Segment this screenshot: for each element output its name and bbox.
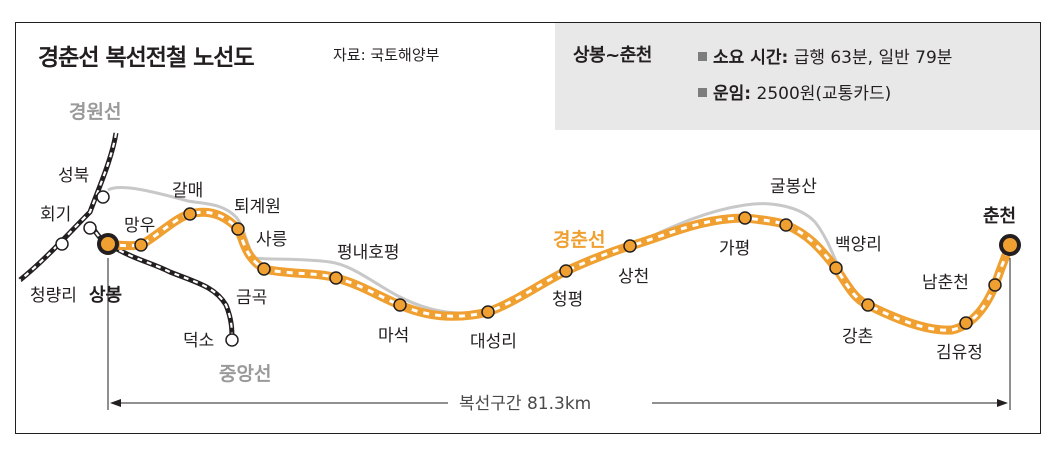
distance-label: 복선구간 81.3km xyxy=(459,394,591,414)
map-frame xyxy=(15,22,1041,434)
travel-time-value: 급행 63분, 일반 79분 xyxy=(793,48,953,68)
station-label-mangu: 망우 xyxy=(124,216,155,236)
station-marker-chuncheon[interactable] xyxy=(999,234,1021,256)
station-label-cheongnyangni: 청량리 xyxy=(30,286,77,306)
gyeongwon-line xyxy=(18,132,119,282)
station-label-sangbong: 상봉 xyxy=(89,285,122,306)
station-marker-sangcheon[interactable] xyxy=(623,239,637,253)
station-marker-sangbong[interactable] xyxy=(97,233,119,255)
station-label-geumgok: 금곡 xyxy=(236,288,267,308)
distance-arrow xyxy=(107,258,1011,410)
station-label-chuncheon: 춘천 xyxy=(983,206,1016,227)
station-marker-seongbuk[interactable] xyxy=(96,190,110,204)
station-marker-galmae[interactable] xyxy=(183,207,197,221)
station-label-daeseongni: 대성리 xyxy=(470,332,517,352)
travel-time-label: 소요 시간: xyxy=(713,48,789,68)
station-label-seongbuk: 성북 xyxy=(58,166,89,186)
station-marker-cheongnyangni[interactable] xyxy=(55,237,69,251)
line-label-jungang: 중앙선 xyxy=(219,363,271,385)
fare-label: 운임: xyxy=(713,84,752,104)
station-marker-baegyangni[interactable] xyxy=(829,261,843,275)
station-marker-hoegi[interactable] xyxy=(83,221,97,235)
station-label-toegyewon: 퇴계원 xyxy=(234,197,281,217)
station-marker-pyeongnaehopyeong[interactable] xyxy=(329,271,343,285)
station-label-gimyujeong: 김유정 xyxy=(936,343,983,363)
station-marker-geumgok[interactable] xyxy=(257,262,271,276)
station-label-hoegi: 회기 xyxy=(40,205,71,225)
fare-row: 운임: 2500원(교통카드) xyxy=(698,79,891,104)
source-note: 자료: 국토해양부 xyxy=(333,46,440,64)
station-label-galmae: 갈매 xyxy=(172,181,203,201)
fare-value: 2500원(교통카드) xyxy=(756,84,892,104)
station-label-sareung: 사릉 xyxy=(256,230,287,250)
station-label-sangcheon: 상천 xyxy=(618,267,649,287)
station-marker-mangu[interactable] xyxy=(134,238,148,252)
station-marker-deokso[interactable] xyxy=(225,333,239,347)
station-label-deokso: 덕소 xyxy=(183,331,214,351)
bullet-square-icon xyxy=(698,88,707,97)
map-title: 경춘선 복선전철 노선도 xyxy=(38,45,255,71)
station-label-baegyangni: 백양리 xyxy=(835,235,882,255)
station-label-namchuncheon: 남춘천 xyxy=(922,273,969,293)
station-marker-cheongpyeong[interactable] xyxy=(559,264,573,278)
station-marker-gulbongsan[interactable] xyxy=(779,218,793,232)
line-label-gyeongwon: 경원선 xyxy=(69,101,121,123)
info-box: 상봉~춘천 소요 시간: 급행 63분, 일반 79분 운임: 2500원(교통… xyxy=(555,23,1040,130)
station-label-maseok: 마석 xyxy=(378,326,409,346)
station-marker-gapyeong[interactable] xyxy=(738,211,752,225)
line-label-gyeongchun: 경춘선 xyxy=(553,229,605,251)
station-label-pyeongnaehopyeong: 평내호평 xyxy=(337,243,400,263)
bullet-square-icon xyxy=(698,52,707,61)
route-label: 상봉~춘천 xyxy=(573,45,652,66)
station-label-gulbongsan: 굴봉산 xyxy=(770,177,817,197)
travel-time-row: 소요 시간: 급행 63분, 일반 79분 xyxy=(698,43,952,68)
station-label-gangchon: 강촌 xyxy=(842,327,873,347)
station-label-gapyeong: 가평 xyxy=(719,239,750,259)
station-marker-daeseongni[interactable] xyxy=(481,305,495,319)
station-marker-toegyewon[interactable] xyxy=(231,222,245,236)
station-marker-gangchon[interactable] xyxy=(861,298,875,312)
station-marker-namchuncheon[interactable] xyxy=(988,278,1002,292)
station-marker-maseok[interactable] xyxy=(393,298,407,312)
station-label-cheongpyeong: 청평 xyxy=(552,290,583,310)
station-marker-gimyujeong[interactable] xyxy=(959,316,973,330)
